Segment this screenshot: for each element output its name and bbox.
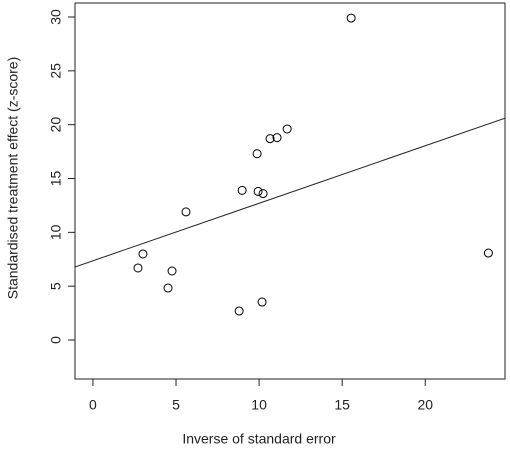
point (252, 149, 262, 159)
point (253, 186, 263, 196)
plot-box (74, 2, 506, 380)
y-tick-label: 25 (48, 63, 64, 79)
point (133, 263, 143, 273)
point (346, 13, 356, 23)
point (163, 283, 173, 293)
x-tick-label: 5 (172, 397, 180, 413)
x-tick-label: 15 (334, 397, 350, 413)
point (282, 124, 292, 134)
y-tick-label: 20 (48, 117, 64, 133)
point (234, 306, 244, 316)
point (257, 297, 267, 307)
point (237, 185, 247, 195)
y-tick-label: 10 (48, 224, 64, 240)
point (265, 134, 275, 144)
point (483, 248, 493, 258)
point (167, 266, 177, 276)
y-tick-label: 15 (48, 171, 64, 187)
point (181, 207, 191, 217)
y-axis-label: Standardised treatment effect (z-score) (5, 57, 21, 300)
fit-line (75, 117, 505, 268)
y-tick-label: 0 (48, 336, 64, 344)
point (272, 133, 282, 143)
x-tick-label: 0 (89, 397, 97, 413)
y-tick-label: 30 (48, 9, 64, 25)
x-tick-label: 10 (251, 397, 267, 413)
x-tick-label: 20 (417, 397, 433, 413)
point (258, 189, 268, 199)
x-axis-label: Inverse of standard error (182, 431, 336, 447)
y-tick-label: 5 (48, 282, 64, 290)
point (138, 249, 148, 259)
